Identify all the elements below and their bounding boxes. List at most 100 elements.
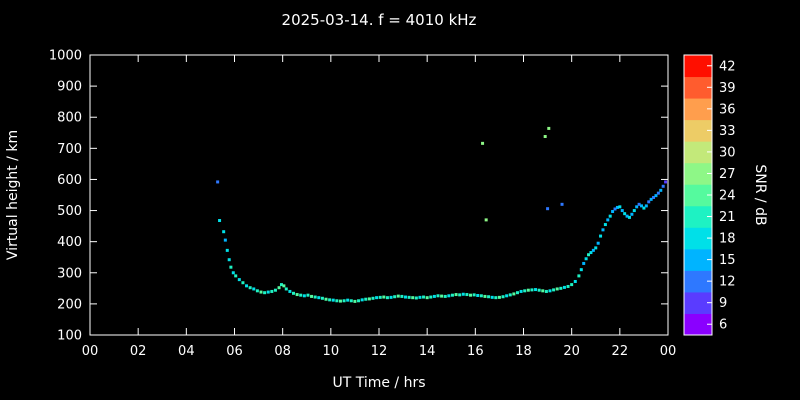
colorbar-label: SNR / dB xyxy=(752,164,768,225)
y-tick-label: 500 xyxy=(57,204,82,219)
colorbar-segment xyxy=(684,227,712,250)
data-point xyxy=(375,296,379,300)
data-point xyxy=(494,296,498,300)
data-point xyxy=(487,295,491,299)
data-point xyxy=(579,268,583,272)
data-point xyxy=(216,180,220,184)
data-point xyxy=(328,298,332,302)
colorbar-tick-label: 33 xyxy=(719,124,736,139)
data-point xyxy=(537,288,541,292)
data-point xyxy=(534,288,538,292)
data-point xyxy=(613,207,617,211)
y-tick-label: 700 xyxy=(57,142,82,157)
data-point xyxy=(484,218,488,222)
colorbar-tick-label: 6 xyxy=(719,318,727,333)
y-axis-label: Virtual height / km xyxy=(5,130,21,260)
data-point xyxy=(454,293,458,297)
data-point xyxy=(635,205,639,209)
x-tick-label: 12 xyxy=(371,344,388,359)
data-point xyxy=(587,253,591,257)
data-point xyxy=(640,204,644,208)
data-point xyxy=(263,291,267,295)
data-point xyxy=(566,284,570,288)
data-point xyxy=(277,286,281,290)
data-point xyxy=(414,296,418,300)
data-point xyxy=(582,261,586,265)
x-tick-label: 22 xyxy=(612,344,629,359)
scatter-points xyxy=(216,126,668,303)
data-point xyxy=(295,293,299,297)
data-point xyxy=(570,283,574,287)
colorbar-tick-label: 24 xyxy=(719,189,736,204)
data-point xyxy=(440,294,444,298)
data-point xyxy=(543,135,547,139)
data-point xyxy=(335,299,339,303)
data-point xyxy=(656,191,660,195)
data-point xyxy=(231,271,235,275)
data-point xyxy=(596,241,600,245)
data-point xyxy=(472,293,476,297)
data-point xyxy=(378,295,382,299)
x-tick-label: 10 xyxy=(323,344,340,359)
x-tick-label: 18 xyxy=(515,344,532,359)
data-point xyxy=(620,209,624,213)
data-point xyxy=(400,294,404,298)
data-point xyxy=(664,180,668,184)
x-axis-label: UT Time / hrs xyxy=(332,375,425,391)
data-point xyxy=(331,298,335,302)
data-point xyxy=(541,289,545,293)
x-tick-label: 00 xyxy=(82,344,99,359)
data-point xyxy=(608,214,612,218)
data-point xyxy=(505,294,509,298)
x-axis-ticks: 00 02 04 06 08 10 12 14 16 18 20 22 00 xyxy=(82,55,676,359)
data-point xyxy=(403,295,407,299)
x-tick-label: 04 xyxy=(178,344,195,359)
data-point xyxy=(546,207,550,211)
x-tick-label: 16 xyxy=(467,344,484,359)
data-point xyxy=(266,290,270,294)
y-tick-label: 600 xyxy=(57,173,82,188)
data-point xyxy=(447,294,451,298)
data-point xyxy=(481,141,485,145)
data-point xyxy=(248,286,252,290)
data-point xyxy=(443,294,447,298)
data-point xyxy=(342,299,346,303)
data-point xyxy=(364,297,368,301)
data-point xyxy=(523,289,527,293)
x-tick-label: 14 xyxy=(419,344,436,359)
data-point xyxy=(644,204,648,208)
x-tick-label: 20 xyxy=(563,344,580,359)
data-point xyxy=(450,293,454,297)
y-tick-label: 900 xyxy=(57,80,82,95)
data-point xyxy=(320,296,324,300)
data-point xyxy=(458,293,462,297)
data-point xyxy=(234,274,238,278)
data-point xyxy=(306,293,310,297)
data-point xyxy=(385,296,389,300)
data-point xyxy=(479,294,483,298)
data-point xyxy=(389,295,393,299)
data-point xyxy=(273,288,277,292)
colorbar-segment xyxy=(684,291,712,314)
data-point xyxy=(349,299,353,303)
colorbar-tick-label: 9 xyxy=(719,296,727,311)
colorbar-segment xyxy=(684,270,712,293)
data-point xyxy=(324,297,328,301)
data-point xyxy=(225,248,229,252)
data-point xyxy=(627,215,631,219)
data-point xyxy=(310,294,314,298)
data-point xyxy=(223,238,227,242)
data-point xyxy=(483,294,487,298)
data-point xyxy=(465,293,469,297)
colorbar-tick-label: 36 xyxy=(719,102,736,117)
data-point xyxy=(302,294,306,298)
x-tick-label: 06 xyxy=(226,344,243,359)
colorbar-tick-label: 27 xyxy=(719,167,736,182)
data-point xyxy=(501,295,505,299)
data-point xyxy=(422,295,426,299)
y-axis-ticks: 100 200 300 400 500 600 700 800 900 1000 xyxy=(49,49,668,344)
colorbar-tick-label: 21 xyxy=(719,210,736,225)
colorbar-tick-label: 30 xyxy=(719,145,736,160)
y-tick-label: 300 xyxy=(57,266,82,281)
